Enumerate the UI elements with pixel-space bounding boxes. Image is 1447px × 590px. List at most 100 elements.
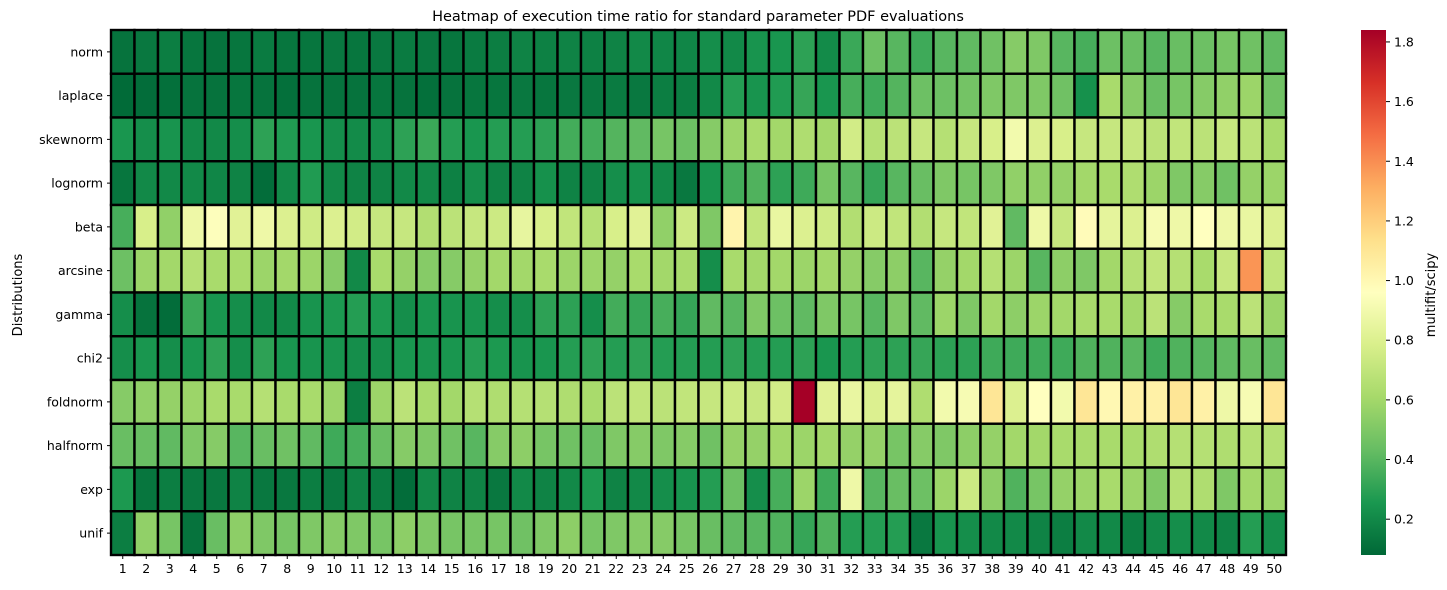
heatmap-cell	[156, 510, 183, 557]
heatmap-cell	[1120, 160, 1147, 207]
heatmap-cell	[227, 291, 254, 338]
heatmap-cell	[368, 466, 395, 513]
heatmap-cell	[673, 335, 700, 382]
heatmap-cell	[1214, 116, 1241, 163]
heatmap-cell	[908, 247, 935, 294]
heatmap-cell	[109, 28, 136, 75]
heatmap-cell	[509, 335, 536, 382]
heatmap-cell	[720, 510, 747, 557]
heatmap-cell	[227, 72, 254, 119]
heatmap-cell	[1167, 116, 1194, 163]
x-tick-label: 34	[890, 561, 906, 576]
heatmap-cell	[391, 160, 418, 207]
heatmap-cell	[744, 28, 771, 75]
heatmap-cell	[227, 28, 254, 75]
heatmap-cell	[297, 291, 324, 338]
heatmap-cell	[297, 116, 324, 163]
heatmap-cell	[1073, 203, 1100, 250]
colorbar-tick-label: 1.2	[1394, 213, 1414, 228]
heatmap-cell	[462, 247, 489, 294]
heatmap-cell	[391, 335, 418, 382]
heatmap-cell	[321, 72, 348, 119]
heatmap-cell	[156, 28, 183, 75]
heatmap-cell	[556, 160, 583, 207]
heatmap-cell	[1002, 510, 1029, 557]
heatmap-cell	[1073, 28, 1100, 75]
colorbar-tick-label: 0.8	[1394, 333, 1414, 348]
heatmap-cell	[156, 72, 183, 119]
heatmap-cell	[532, 291, 559, 338]
heatmap-cell	[767, 510, 794, 557]
heatmap-cell	[1190, 335, 1217, 382]
heatmap-cell	[908, 422, 935, 469]
heatmap-cell	[368, 378, 395, 425]
x-tick-label: 19	[538, 561, 554, 576]
heatmap-cell	[838, 291, 865, 338]
colorbar	[1361, 30, 1386, 555]
heatmap-cell	[438, 247, 465, 294]
heatmap-cell	[274, 510, 301, 557]
heatmap-cell	[626, 72, 653, 119]
heatmap-cell	[838, 335, 865, 382]
heatmap-cell	[368, 160, 395, 207]
heatmap-cell	[391, 466, 418, 513]
heatmap-cell	[1237, 203, 1264, 250]
heatmap-cell	[744, 422, 771, 469]
heatmap-cell	[1261, 466, 1288, 513]
heatmap-cell	[203, 422, 230, 469]
colorbar-tick-label: 0.6	[1394, 392, 1414, 407]
heatmap-cell	[438, 378, 465, 425]
heatmap-cell	[344, 510, 371, 557]
x-tick-label: 35	[914, 561, 930, 576]
x-tick-labels: 1 2 3 4 5 6 7 8 9 10 11 12 13 14 15 16 17 18 19 20 21 22 23 24 2…	[119, 555, 1282, 576]
heatmap-cell	[579, 160, 606, 207]
heatmap-cell	[1143, 203, 1170, 250]
heatmap-cell	[509, 466, 536, 513]
heatmap-cell	[814, 291, 841, 338]
heatmap-cell	[673, 203, 700, 250]
heatmap-cell	[1002, 422, 1029, 469]
heatmap-cell	[626, 335, 653, 382]
heatmap-cell	[1002, 378, 1029, 425]
heatmap-cell	[133, 72, 160, 119]
heatmap-cell	[720, 466, 747, 513]
x-tick-label: 1	[119, 561, 127, 576]
heatmap-cell	[673, 247, 700, 294]
heatmap-cell	[227, 160, 254, 207]
heatmap-cell	[650, 466, 677, 513]
heatmap-cell	[415, 422, 442, 469]
x-tick-label: 3	[166, 561, 174, 576]
heatmap-cell	[1167, 203, 1194, 250]
heatmap-cell	[885, 422, 912, 469]
heatmap-cell	[861, 72, 888, 119]
heatmap-cell	[509, 422, 536, 469]
heatmap-cell	[814, 378, 841, 425]
heatmap-cell	[1096, 510, 1123, 557]
heatmap-cell	[509, 160, 536, 207]
heatmap-cell	[579, 291, 606, 338]
heatmap-cell	[156, 203, 183, 250]
heatmap-cell	[1049, 378, 1076, 425]
heatmap-cell	[156, 466, 183, 513]
heatmap-cell	[462, 335, 489, 382]
heatmap-cell	[109, 466, 136, 513]
heatmap-cell	[321, 291, 348, 338]
heatmap-cell	[579, 247, 606, 294]
heatmap-cell	[556, 72, 583, 119]
heatmap-cell	[556, 116, 583, 163]
heatmap-cell	[979, 466, 1006, 513]
heatmap-cell	[720, 422, 747, 469]
heatmap-cell	[1190, 72, 1217, 119]
heatmap-cell	[297, 160, 324, 207]
x-tick-label: 2	[142, 561, 150, 576]
heatmap-cell	[885, 510, 912, 557]
heatmap-cell	[932, 72, 959, 119]
heatmap-cell	[744, 72, 771, 119]
heatmap-cell	[1120, 335, 1147, 382]
heatmap-cell	[250, 160, 277, 207]
heatmap-cell	[509, 203, 536, 250]
colorbar-tick-label: 1.0	[1394, 273, 1414, 288]
heatmap-cell	[861, 422, 888, 469]
heatmap-cell	[603, 203, 630, 250]
heatmap-cell	[932, 203, 959, 250]
